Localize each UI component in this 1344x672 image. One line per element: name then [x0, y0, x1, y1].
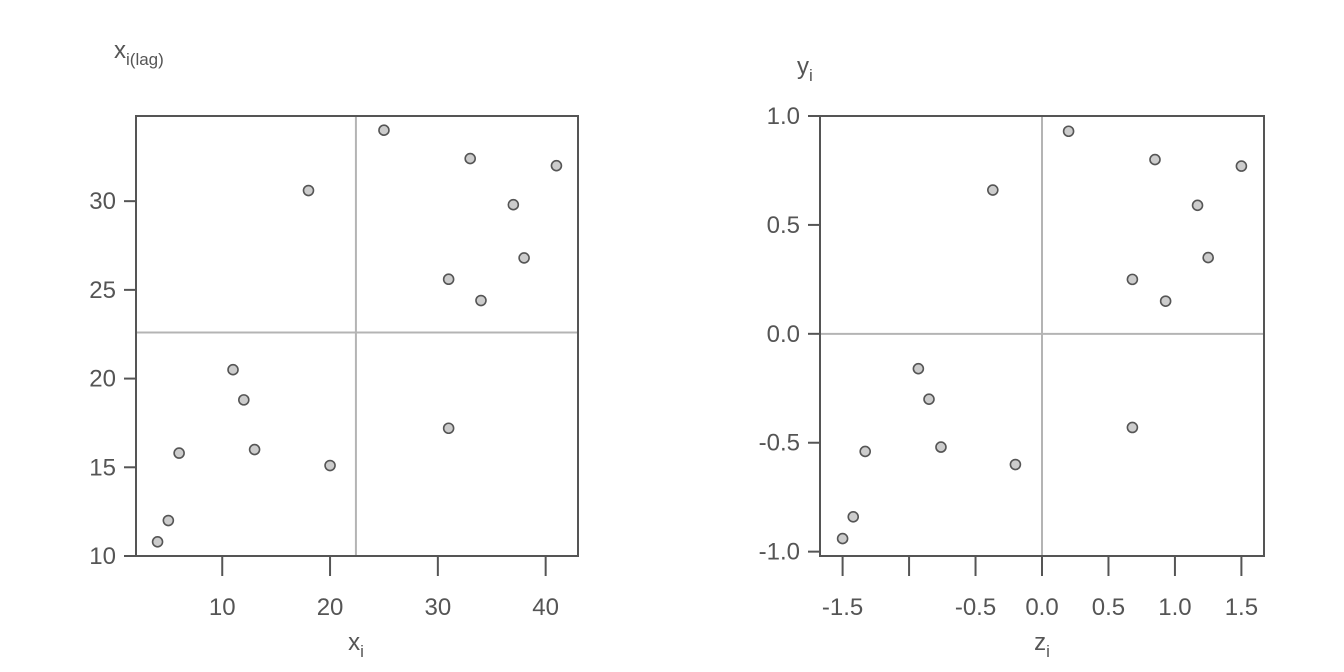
data-point	[923, 393, 935, 405]
x-axis-label: zi	[1034, 629, 1050, 661]
data-point	[1062, 125, 1075, 138]
data-point	[1202, 251, 1214, 264]
x-tick-label: 40	[532, 594, 559, 621]
plot-frame	[135, 115, 579, 557]
y-tick-label: -0.5	[759, 430, 800, 457]
y-tick-label: 10	[89, 543, 116, 570]
data-point	[227, 363, 239, 376]
data-point	[162, 514, 175, 527]
data-point	[550, 159, 563, 172]
data-point	[1235, 160, 1248, 172]
x-tick-label: 0.5	[1092, 594, 1125, 621]
data-point	[1009, 458, 1022, 471]
x-tick-label: 10	[209, 594, 236, 621]
y-tick-label: 15	[89, 454, 116, 481]
x-tick-label: 1.5	[1225, 594, 1258, 621]
data-point	[507, 198, 520, 211]
data-point	[859, 445, 871, 458]
data-point	[1159, 295, 1172, 307]
data-point	[847, 510, 860, 523]
x-tick-label: 0.0	[1025, 594, 1058, 621]
y-tick-label: 0.0	[767, 321, 800, 348]
data-point	[151, 536, 164, 548]
x-tick-label: 30	[425, 594, 452, 621]
x-tick-label: -1.5	[822, 594, 863, 621]
y-axis-label: xi(lag)	[114, 37, 164, 69]
data-point	[935, 441, 947, 453]
data-point	[912, 362, 925, 375]
left-scatter-panel: 10 20 30 40 10 15 20 25 30 xi xi(lag)	[89, 37, 579, 661]
data-point	[302, 184, 315, 197]
y-tick-label: 25	[89, 277, 116, 304]
data-point	[475, 294, 487, 307]
data-point	[248, 443, 261, 456]
x-tick-label: 1.0	[1158, 594, 1191, 621]
y-tick-label: 0.5	[767, 212, 800, 239]
y-tick-label: 20	[89, 366, 116, 393]
data-point	[1191, 199, 1204, 212]
data-point	[324, 459, 336, 472]
data-point	[1149, 153, 1161, 166]
data-point	[173, 447, 185, 459]
data-point	[1126, 273, 1139, 286]
data-point	[442, 273, 455, 286]
data-point	[987, 184, 999, 196]
right-scatter-panel: -1.5 -0.5 0.0 0.5 1.0 1.5 -1.0 -0.5 0.0 0.5 1.0 zi y…	[759, 53, 1265, 661]
y-tick-label: 30	[89, 188, 116, 215]
data-point	[1126, 421, 1139, 434]
x-tick-label: -0.5	[955, 594, 996, 621]
data-point	[442, 422, 455, 435]
x-tick-label: 20	[317, 594, 344, 621]
data-point	[836, 532, 849, 545]
y-tick-label: 1.0	[767, 103, 800, 130]
y-axis-label: yi	[797, 53, 813, 85]
data-point	[518, 252, 530, 264]
data-point	[464, 152, 476, 165]
x-axis-label: xi	[348, 629, 364, 661]
y-tick-label: -1.0	[759, 539, 800, 566]
data-point	[238, 394, 250, 406]
data-point	[378, 124, 390, 136]
